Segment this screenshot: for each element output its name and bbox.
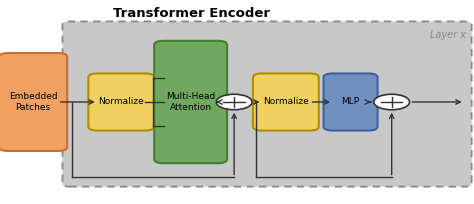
FancyBboxPatch shape	[253, 73, 319, 131]
Circle shape	[374, 94, 410, 110]
Text: Embedded
Patches: Embedded Patches	[9, 92, 57, 112]
Circle shape	[216, 94, 252, 110]
Text: Transformer Encoder: Transformer Encoder	[113, 7, 270, 20]
Text: Multi-Head
Attention: Multi-Head Attention	[166, 92, 215, 112]
FancyBboxPatch shape	[88, 73, 154, 131]
Text: Layer x: Layer x	[430, 30, 466, 40]
FancyBboxPatch shape	[323, 73, 378, 131]
Text: Normalize: Normalize	[99, 98, 144, 106]
FancyBboxPatch shape	[63, 21, 472, 187]
Text: Normalize: Normalize	[263, 98, 309, 106]
FancyBboxPatch shape	[0, 53, 67, 151]
Text: MLP: MLP	[341, 98, 360, 106]
FancyBboxPatch shape	[154, 41, 227, 163]
